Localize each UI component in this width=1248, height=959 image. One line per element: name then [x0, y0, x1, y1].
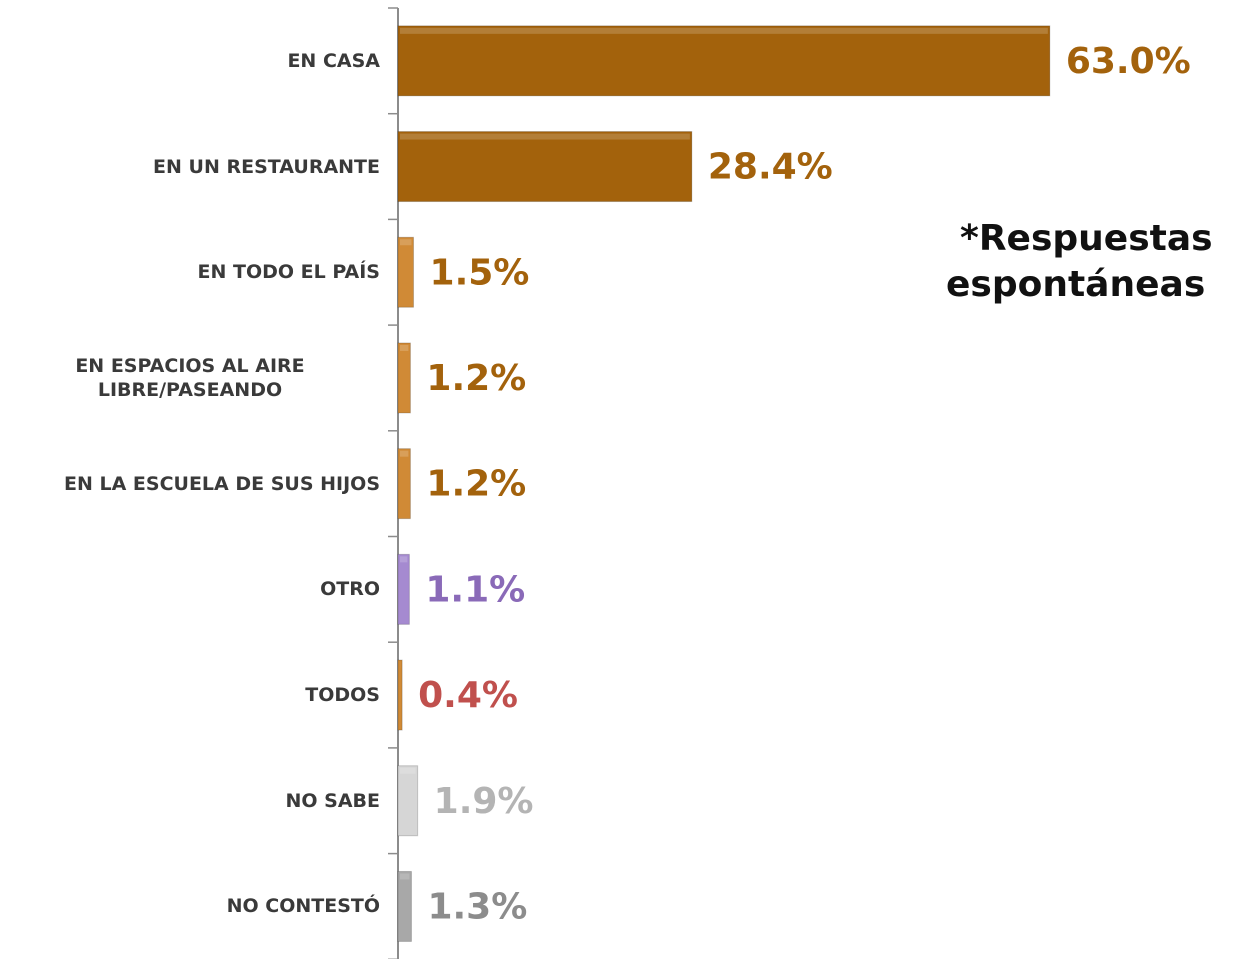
value-label: 1.1% [425, 569, 525, 610]
category-label: EN LA ESCUELA DE SUS HIJOS [63, 472, 380, 495]
bar [397, 765, 419, 837]
bar [397, 342, 411, 414]
category-label-box: OTRO [0, 549, 380, 629]
value-label: 1.3% [427, 886, 527, 927]
category-label: NO CONTESTÓ [226, 895, 380, 918]
bar-highlight [400, 767, 416, 774]
value-label: 1.9% [434, 781, 534, 822]
category-label-box: EN UN RESTAURANTE [0, 127, 380, 207]
category-label-box: TODOS [0, 655, 380, 735]
bar-highlight [400, 450, 409, 457]
bar [397, 236, 415, 308]
value-label: 1.2% [426, 464, 526, 505]
category-label-box: NO SABE [0, 761, 380, 841]
bar-highlight [400, 873, 410, 880]
value-label: 0.4% [418, 675, 518, 716]
bar [397, 553, 410, 625]
category-label-box: EN TODO EL PAÍS [0, 232, 381, 312]
category-label: EN ESPACIOS AL AIRE LIBRE/PASEANDO [75, 354, 305, 401]
category-label: NO SABE [285, 789, 380, 812]
bar-highlight [400, 344, 409, 351]
category-label-box: EN CASA [0, 21, 380, 101]
bar-highlight [400, 239, 412, 246]
bar-highlight [400, 133, 690, 140]
category-label: OTRO [320, 578, 380, 601]
annotation: *Respuestas [960, 218, 1213, 259]
category-label-box: NO CONTESTÓ [0, 866, 380, 946]
value-label: 28.4% [708, 147, 833, 188]
annotation: espontáneas [946, 264, 1205, 305]
value-label: 63.0% [1066, 41, 1191, 82]
category-label-box: EN ESPACIOS AL AIRE LIBRE/PASEANDO [0, 338, 380, 418]
category-label: EN CASA [287, 49, 380, 72]
value-label: 1.2% [426, 358, 526, 399]
category-label: TODOS [305, 684, 380, 707]
value-label: 1.5% [430, 252, 530, 293]
bar [397, 870, 412, 942]
bar-highlight [400, 27, 1048, 34]
category-label: EN UN RESTAURANTE [153, 155, 380, 178]
bar [397, 25, 1051, 97]
bar [397, 659, 403, 731]
category-label: EN TODO EL PAÍS [197, 261, 381, 284]
bar [397, 131, 693, 203]
bar [397, 448, 411, 520]
category-label-box: EN LA ESCUELA DE SUS HIJOS [0, 444, 380, 524]
bar-highlight [400, 556, 408, 563]
